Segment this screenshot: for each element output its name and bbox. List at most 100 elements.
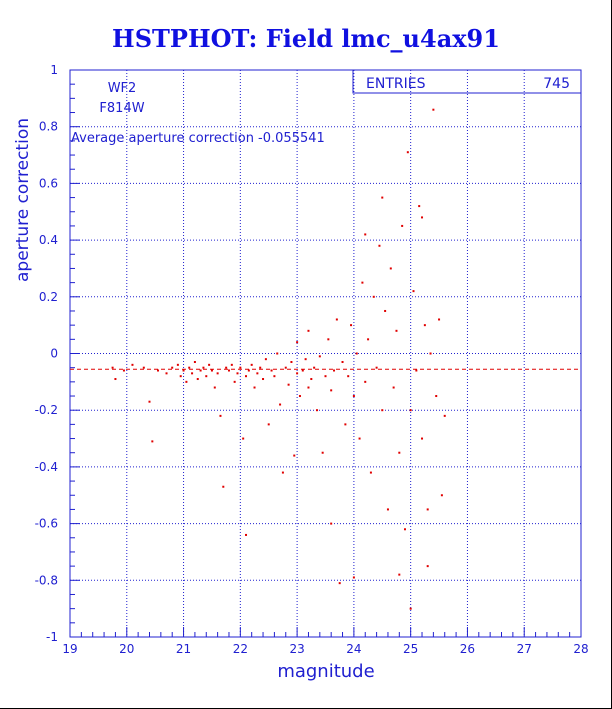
- data-point: [111, 366, 114, 369]
- axis-tick-labels: 19 20 21 22 23 24 25 26 27 28 -1 -0.8 -0.6 -0.4 -0.2 0 0…: [35, 63, 589, 656]
- axis-ticks: [69, 69, 582, 638]
- data-point: [151, 440, 154, 443]
- data-point: [233, 380, 236, 383]
- y-tick-label: 0.4: [39, 233, 58, 247]
- x-tick-label: 22: [233, 642, 248, 656]
- x-tick-label: 28: [573, 642, 588, 656]
- data-point: [307, 386, 310, 389]
- data-point: [347, 375, 350, 378]
- data-point: [148, 400, 151, 403]
- data-point: [230, 363, 233, 366]
- y-tick-label: 0.6: [39, 176, 58, 190]
- x-axis-title: magnitude: [277, 661, 374, 682]
- data-point: [389, 267, 392, 270]
- data-point: [296, 341, 299, 344]
- data-point: [225, 366, 228, 369]
- data-point: [412, 290, 415, 293]
- data-point: [335, 318, 338, 321]
- data-point: [361, 281, 364, 284]
- data-point: [327, 338, 330, 341]
- data-point: [358, 437, 361, 440]
- data-point: [296, 372, 299, 375]
- data-point: [364, 233, 367, 236]
- data-point: [196, 378, 199, 381]
- data-point: [188, 366, 191, 369]
- data-point: [415, 369, 418, 372]
- data-point: [202, 366, 205, 369]
- data-point: [122, 369, 125, 372]
- y-tick-label: -0.6: [35, 517, 58, 531]
- data-point: [216, 372, 219, 375]
- data-point: [157, 369, 160, 372]
- y-tick-label: 0.2: [39, 290, 58, 304]
- y-axis-title: aperture correction: [13, 118, 33, 282]
- data-point: [284, 366, 287, 369]
- x-tick-label: 25: [403, 642, 418, 656]
- data-point: [330, 522, 333, 525]
- data-point: [273, 375, 276, 378]
- data-point: [392, 386, 395, 389]
- data-point: [245, 375, 248, 378]
- y-tick-label: -1: [46, 630, 58, 644]
- data-point: [384, 309, 387, 312]
- x-tick-label: 24: [346, 642, 361, 656]
- data-point: [179, 375, 182, 378]
- data-point: [131, 363, 134, 366]
- data-point: [250, 363, 253, 366]
- data-point: [432, 108, 435, 111]
- data-point: [290, 361, 293, 364]
- data-point: [338, 582, 341, 585]
- x-tick-label: 27: [517, 642, 532, 656]
- data-point: [318, 355, 321, 358]
- data-point: [426, 565, 429, 568]
- data-point: [245, 533, 248, 536]
- y-tick-label: 1: [50, 63, 58, 77]
- data-point: [429, 352, 432, 355]
- data-point: [352, 395, 355, 398]
- data-point: [310, 378, 313, 381]
- data-point: [435, 395, 438, 398]
- data-point: [403, 528, 406, 531]
- data-point: [386, 508, 389, 511]
- data-point: [395, 329, 398, 332]
- data-point: [409, 409, 412, 412]
- data-point: [372, 295, 375, 298]
- data-point: [176, 363, 179, 366]
- data-point: [307, 329, 310, 332]
- data-point: [281, 471, 284, 474]
- data-point: [301, 369, 304, 372]
- x-tick-label: 21: [176, 642, 191, 656]
- data-point: [142, 366, 145, 369]
- data-point: [313, 366, 316, 369]
- data-point: [182, 369, 185, 372]
- x-tick-label: 20: [119, 642, 134, 656]
- data-point: [256, 372, 259, 375]
- data-point: [381, 196, 384, 199]
- data-point: [341, 361, 344, 364]
- data-point: [210, 369, 213, 372]
- data-point: [298, 395, 301, 398]
- y-tick-label: -0.2: [35, 403, 58, 417]
- data-point: [352, 576, 355, 579]
- data-point: [247, 369, 250, 372]
- data-point: [378, 244, 381, 247]
- data-point: [350, 324, 353, 327]
- data-point: [239, 366, 242, 369]
- camera-label: WF2: [108, 81, 137, 96]
- data-point: [253, 386, 256, 389]
- data-point: [185, 380, 188, 383]
- data-points: [111, 108, 446, 610]
- data-point: [426, 508, 429, 511]
- data-point: [398, 573, 401, 576]
- filter-label: F814W: [99, 101, 144, 116]
- stats-box: ENTRIES 745: [352, 70, 581, 94]
- data-point: [270, 369, 273, 372]
- data-point: [264, 358, 267, 361]
- x-tick-label: 23: [289, 642, 304, 656]
- data-point: [440, 494, 443, 497]
- x-tick-label: 19: [62, 642, 77, 656]
- y-tick-label: 0.8: [39, 120, 58, 134]
- data-point: [401, 224, 404, 227]
- data-point: [242, 437, 245, 440]
